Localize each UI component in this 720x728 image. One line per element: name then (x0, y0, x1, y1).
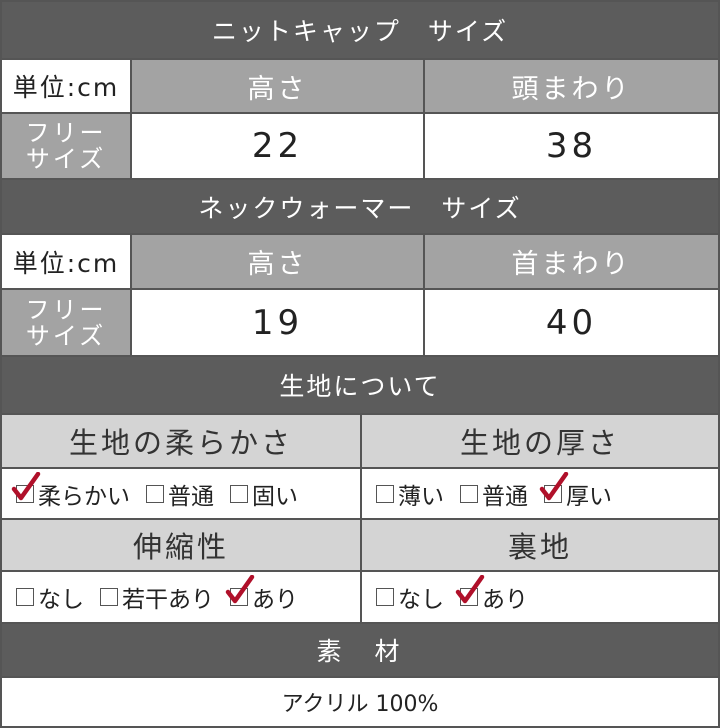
option-label: 薄い (398, 483, 444, 510)
height-value: 22 (132, 114, 425, 180)
checkbox-icon (100, 588, 118, 606)
checkbox-icon (460, 484, 478, 503)
option-thickness: 厚い (539, 471, 612, 511)
checkbox-icon (376, 484, 394, 503)
check-mark-icon (225, 575, 255, 604)
unit-label: 単位:cm (2, 235, 132, 290)
option-label: あり (252, 587, 298, 613)
free-label: フリー (25, 119, 107, 147)
option-thickness: 普通 (460, 477, 528, 511)
option-lining: あり (455, 575, 528, 614)
softness-options: 柔らかい 普通 固い (2, 469, 362, 520)
option-softness: 柔らかい (11, 471, 130, 511)
neck-warmer-title: ネックウォーマー サイズ (2, 180, 718, 235)
head-circumference-value: 38 (425, 114, 718, 180)
check-mark-icon (11, 471, 41, 500)
neck-circumference-value: 40 (425, 290, 718, 357)
checked-box-icon (11, 471, 41, 503)
option-stretch: なし (16, 580, 84, 614)
option-label: 厚い (566, 483, 612, 510)
free-size-label: フリー サイズ (2, 114, 132, 180)
option-thickness: 薄い (376, 477, 444, 511)
softness-header: 生地の柔らかさ (2, 415, 362, 469)
checkbox-icon (146, 484, 164, 503)
option-label: あり (482, 587, 528, 613)
option-label: なし (398, 587, 444, 613)
stretch-options: なし 若干あり あり (2, 572, 362, 624)
lining-options: なし あり (362, 572, 718, 624)
size-label: サイズ (25, 321, 107, 350)
unit-label: 単位:cm (2, 60, 132, 114)
thickness-options: 薄い 普通 厚い (362, 469, 718, 520)
head-circumference-header: 頭まわり (425, 60, 718, 114)
option-label: 若干あり (122, 587, 214, 613)
checked-box-icon (225, 575, 255, 606)
height-header: 高さ (132, 235, 425, 290)
option-label: 普通 (482, 483, 528, 510)
stretch-header: 伸縮性 (2, 520, 362, 572)
checkbox-icon (376, 588, 394, 606)
option-softness: 普通 (146, 477, 214, 511)
lining-header: 裏地 (362, 520, 718, 572)
option-label: 固い (252, 483, 298, 510)
fabric-title: 生地について (2, 357, 718, 415)
option-softness: 固い (230, 477, 298, 511)
check-mark-icon (455, 575, 485, 604)
height-value: 19 (132, 290, 425, 357)
free-label: フリー (25, 295, 107, 324)
option-label: 柔らかい (38, 483, 130, 510)
material-value: アクリル 100% (2, 678, 718, 726)
option-lining: なし (376, 580, 444, 614)
option-label: 普通 (168, 483, 214, 510)
thickness-header: 生地の厚さ (362, 415, 718, 469)
checkbox-icon (230, 484, 248, 503)
check-mark-icon (539, 471, 569, 500)
material-title: 素 材 (2, 624, 718, 678)
checked-box-icon (455, 575, 485, 606)
height-header: 高さ (132, 60, 425, 114)
knit-cap-title: ニットキャップ サイズ (2, 2, 718, 60)
option-stretch: あり (225, 575, 298, 614)
free-size-label: フリー サイズ (2, 290, 132, 357)
checked-box-icon (539, 471, 569, 503)
option-stretch: 若干あり (100, 580, 214, 614)
option-label: なし (38, 587, 84, 613)
size-label: サイズ (25, 145, 107, 173)
neck-circumference-header: 首まわり (425, 235, 718, 290)
checkbox-icon (16, 588, 34, 606)
